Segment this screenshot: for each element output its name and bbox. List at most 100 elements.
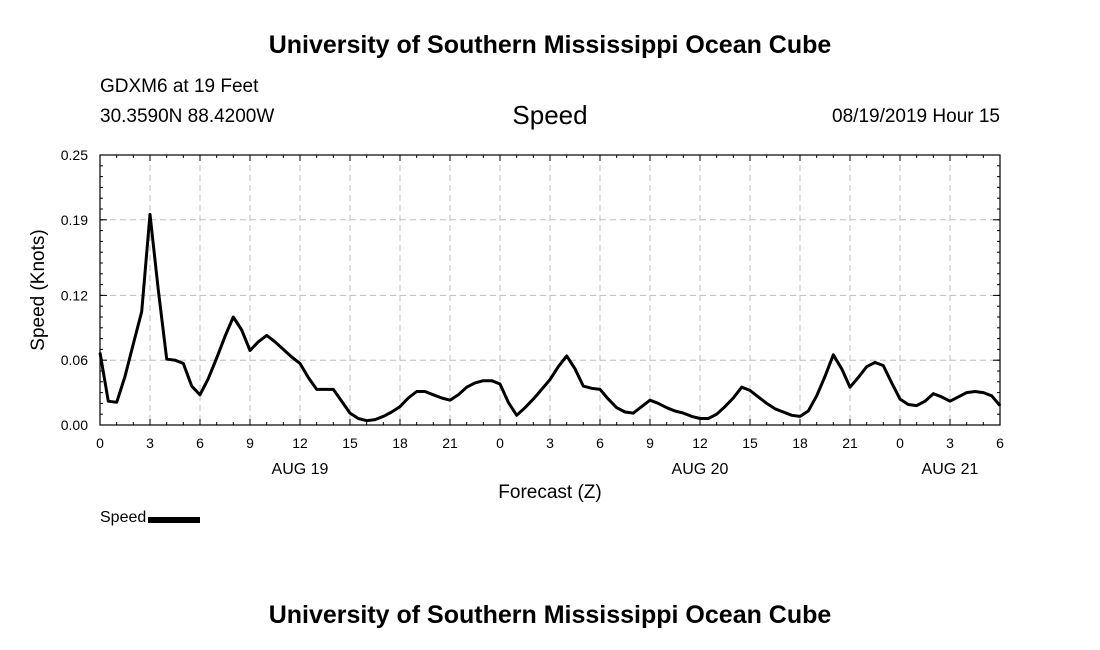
data-point — [999, 404, 1001, 407]
y-tick-label: 0.12 — [61, 287, 88, 303]
data-point — [257, 341, 260, 343]
data-point — [115, 401, 118, 404]
data-point — [457, 393, 460, 396]
data-point — [874, 361, 876, 364]
chart-title-bottom: University of Southern Mississippi Ocean… — [268, 601, 832, 629]
data-point — [557, 365, 560, 368]
x-tick-label: 18 — [792, 435, 808, 451]
data-point — [757, 396, 760, 398]
y-tick-label: 0.06 — [61, 352, 88, 368]
data-point — [890, 382, 893, 384]
y-tick-label: 0.19 — [61, 212, 88, 228]
station-label: GDXM6 at 19 Feet — [100, 76, 259, 97]
data-point — [524, 406, 526, 409]
data-point — [774, 408, 776, 410]
date-label: AUG 19 — [272, 461, 329, 478]
data-point — [307, 376, 310, 379]
forecast-issue-time: 08/19/2019 Hour 15 — [832, 106, 1000, 127]
data-point — [282, 348, 285, 351]
data-point — [440, 397, 443, 399]
data-point — [749, 389, 751, 392]
data-point — [332, 388, 335, 391]
data-point — [707, 417, 710, 420]
x-tick-label: 15 — [342, 435, 358, 451]
data-point — [699, 417, 701, 420]
chart-title-top: University of Southern Mississippi Ocean… — [268, 31, 832, 59]
data-point — [515, 414, 518, 417]
legend: Speed — [100, 509, 201, 527]
data-point — [249, 349, 251, 352]
data-point — [415, 390, 418, 393]
data-point — [299, 362, 301, 365]
data-point — [915, 404, 918, 407]
data-point — [740, 386, 743, 389]
data-point — [957, 396, 960, 398]
date-label: AUG 20 — [672, 461, 729, 478]
data-point — [140, 310, 143, 313]
legend-swatch — [148, 516, 201, 523]
x-tick-label: 0 — [96, 435, 104, 451]
date-label: AUG 21 — [922, 461, 979, 478]
data-point — [490, 379, 493, 382]
data-point — [315, 388, 318, 391]
data-point — [215, 357, 218, 359]
data-point — [99, 351, 101, 354]
data-point — [540, 388, 543, 391]
data-point — [165, 358, 168, 360]
data-point — [382, 415, 385, 418]
data-point — [390, 411, 393, 413]
data-point — [424, 390, 426, 393]
data-point — [932, 392, 935, 395]
data-point — [590, 387, 593, 390]
data-point — [815, 395, 818, 397]
data-point — [965, 391, 968, 394]
data-point — [482, 379, 485, 382]
data-point — [190, 385, 193, 387]
data-point — [107, 400, 110, 403]
series-layer — [98, 212, 1002, 423]
data-point — [940, 396, 943, 398]
data-point — [274, 341, 276, 343]
y-tick-label: 0.25 — [61, 147, 88, 163]
data-point — [432, 393, 435, 396]
data-point — [865, 365, 868, 368]
x-tick-label: 15 — [742, 435, 758, 451]
x-tick-label: 6 — [196, 435, 204, 451]
x-tick-label: 0 — [896, 435, 904, 451]
data-point — [265, 334, 268, 337]
data-point — [899, 398, 901, 400]
data-point — [132, 343, 135, 345]
data-point — [790, 414, 793, 417]
data-point — [207, 377, 210, 380]
data-point — [824, 375, 826, 378]
data-point — [499, 383, 501, 385]
grid — [100, 155, 1000, 425]
x-tick-label: 21 — [842, 435, 858, 451]
data-point — [690, 415, 693, 418]
data-point — [374, 418, 376, 421]
data-point — [399, 405, 401, 408]
x-tick-label: 12 — [292, 435, 308, 451]
y-tick-label: 0.00 — [61, 417, 88, 433]
data-point — [840, 368, 843, 370]
labels: 0 3 6 9 12 15 18 21 0 3 6 9 12 15 18 21 0 3 6 0.00 0.06 0.12 0… — [28, 147, 1004, 478]
data-point — [474, 382, 476, 384]
data-point — [990, 395, 993, 397]
x-tick-label: 3 — [946, 435, 954, 451]
data-point — [290, 356, 293, 358]
data-point — [357, 417, 360, 420]
x-tick-label: 18 — [392, 435, 408, 451]
data-point — [149, 213, 151, 216]
data-point — [640, 405, 643, 408]
data-point — [240, 329, 243, 331]
data-point — [782, 411, 785, 413]
data-point — [407, 397, 410, 399]
x-tick-label: 9 — [646, 435, 654, 451]
data-point — [532, 398, 535, 400]
x-axis-label: Forecast (Z) — [498, 482, 602, 503]
data-point — [574, 368, 576, 370]
data-point — [349, 412, 351, 414]
data-point — [199, 393, 201, 396]
data-point — [607, 398, 610, 400]
data-point — [615, 406, 618, 409]
